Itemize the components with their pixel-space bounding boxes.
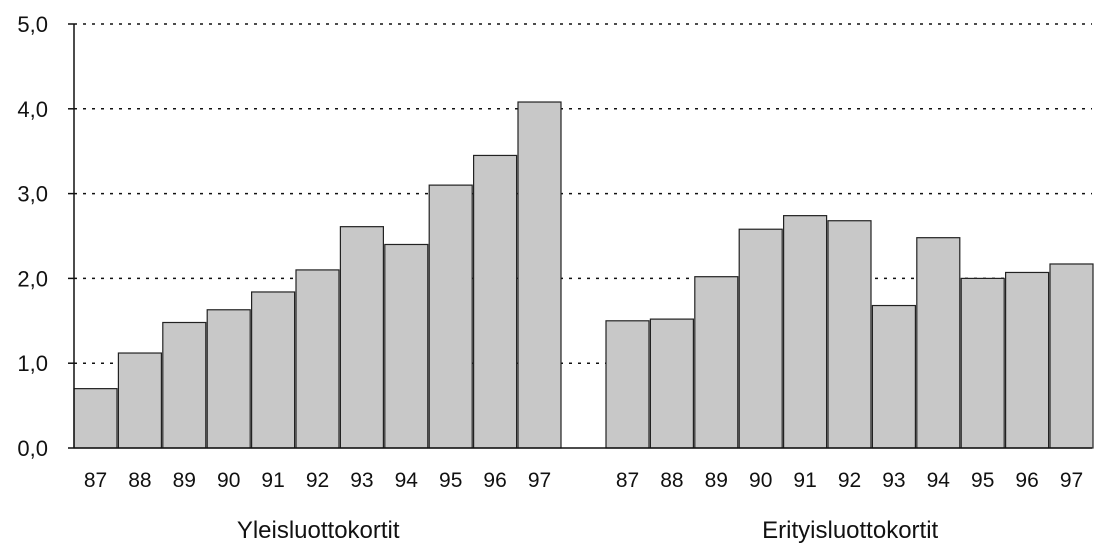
x-tick-label: 97: [1060, 469, 1083, 492]
bar-g2-95: [960, 277, 1005, 449]
y-tick-label: 2,0: [17, 266, 48, 291]
bar-g1-97: [517, 101, 562, 449]
y-tick-label: 0,0: [17, 436, 48, 461]
x-tick-label: 97: [528, 469, 551, 492]
bar-g2-94: [916, 237, 961, 449]
bar-g2-92: [827, 220, 872, 449]
x-tick-label: 89: [705, 469, 728, 492]
bar-g2-89: [694, 276, 739, 449]
x-tick-label: 93: [350, 469, 373, 492]
y-tick-label: 3,0: [17, 182, 48, 207]
x-tick-label: 95: [971, 469, 994, 492]
bar-g2-88: [649, 318, 695, 449]
bar-g1-96: [473, 154, 518, 449]
group-label-1: Yleisluottokortit: [237, 517, 400, 544]
x-tick-label: 95: [439, 469, 462, 492]
bar-g2-97: [1049, 263, 1094, 449]
group-label-2: Erityisluottokortit: [762, 517, 938, 544]
bar-g2-93: [871, 304, 917, 449]
y-tick-label: 5,0: [17, 12, 48, 37]
bar-g1-89: [162, 321, 207, 449]
x-tick-label: 94: [927, 469, 951, 492]
x-tick-label: 87: [616, 469, 639, 492]
x-tick-label: 96: [1015, 469, 1038, 492]
x-tick-label: 91: [261, 469, 284, 492]
x-tick-label: 88: [128, 469, 151, 492]
bar-g1-93: [339, 226, 384, 449]
x-tick-label: 92: [838, 469, 861, 492]
x-tick-label: 91: [793, 469, 816, 492]
x-tick-label: 93: [882, 469, 905, 492]
bar-g1-88: [117, 352, 163, 449]
x-tick-label: 94: [395, 469, 419, 492]
x-tick-label: 96: [483, 469, 506, 492]
x-tick-label: 92: [306, 469, 329, 492]
label-layer: 0,0 1,0 2,0 3,0 4,0 5,0 87 88 89 90 91 92 93 94 95 96 97…: [17, 12, 1083, 544]
bar-g1-95: [428, 184, 473, 449]
bar-g2-96: [1004, 271, 1050, 449]
x-tick-label: 88: [660, 469, 683, 492]
bar-g1-90: [206, 309, 251, 449]
bar-g1-91: [251, 291, 296, 449]
x-tick-label: 90: [749, 469, 772, 492]
bar-g2-91: [782, 215, 828, 449]
axis-layer: [68, 23, 1092, 449]
y-tick-label: 4,0: [17, 97, 48, 122]
x-tick-label: 87: [84, 469, 107, 492]
x-tick-label: 89: [173, 469, 196, 492]
bar-g2-90: [738, 228, 783, 449]
bar-g1-94: [384, 243, 429, 449]
bar-g1-92: [295, 269, 340, 449]
bar-layer: [73, 101, 1094, 449]
bar-g1-87: [73, 388, 118, 449]
bar-g2-87: [605, 320, 650, 449]
x-tick-label: 90: [217, 469, 240, 492]
y-tick-label: 1,0: [17, 351, 48, 376]
